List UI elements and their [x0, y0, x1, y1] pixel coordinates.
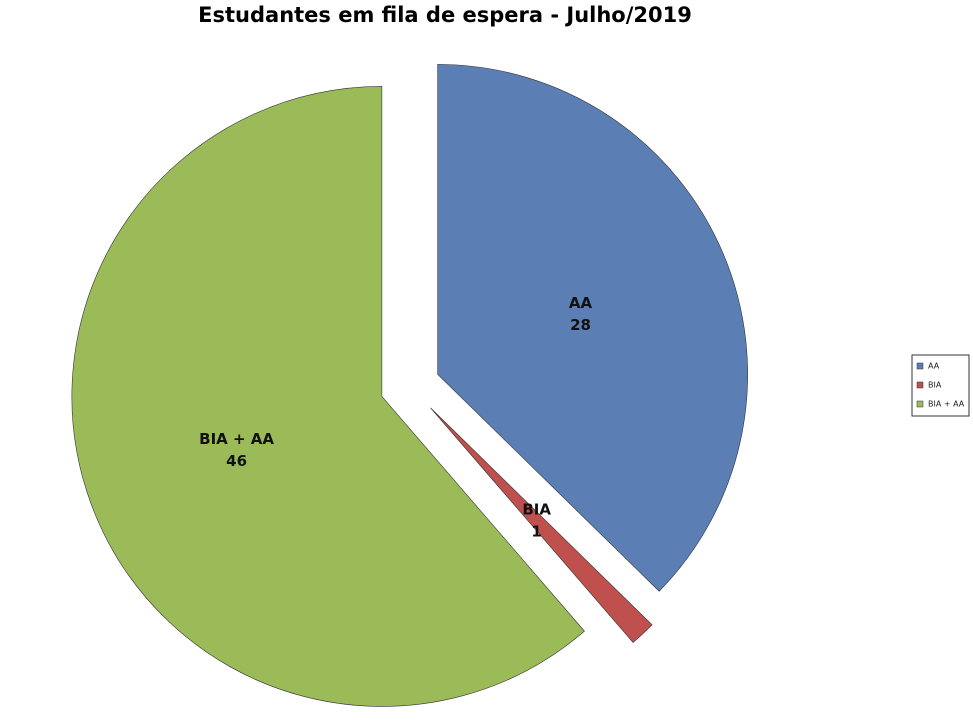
legend-swatch — [916, 362, 924, 370]
slice-label-name: AA — [569, 294, 593, 312]
legend-swatch — [916, 381, 924, 389]
slice-label-name: BIA — [522, 500, 551, 518]
pie-slice — [71, 86, 585, 707]
legend-label: BIA — [928, 381, 942, 390]
slice-label-name: BIA + AA — [199, 430, 274, 448]
slice-label-value: 28 — [570, 316, 591, 334]
chart-title: Estudantes em fila de espera - Julho/201… — [198, 3, 692, 27]
legend-label: BIA + AA — [928, 400, 965, 409]
slice-label-value: 1 — [531, 522, 541, 540]
legend-label: AA — [928, 362, 940, 371]
pie-slice — [430, 407, 653, 643]
slice-label-value: 46 — [226, 452, 247, 470]
legend-swatch — [916, 400, 924, 408]
pie-slice — [437, 64, 748, 592]
